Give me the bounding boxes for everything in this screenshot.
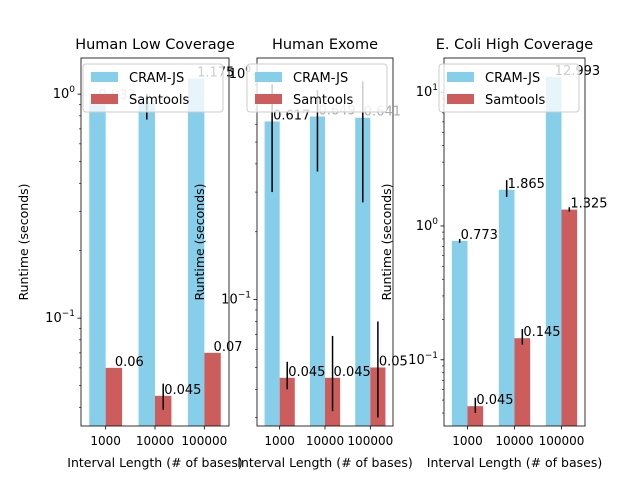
bar-cram-js-10000 bbox=[138, 102, 155, 426]
value-label: 1.325 bbox=[570, 197, 607, 212]
y-tick-base: 10 bbox=[416, 219, 433, 234]
value-label: 0.045 bbox=[476, 393, 513, 408]
value-label: 0.045 bbox=[164, 383, 201, 398]
y-tick-label: 100 bbox=[416, 217, 439, 234]
y-tick-base: 10 bbox=[229, 67, 246, 82]
bar-samtools-100000 bbox=[561, 209, 578, 426]
y-tick-exponent: −1 bbox=[62, 309, 75, 319]
bar-cram-js-100000 bbox=[355, 117, 371, 426]
x-tick-label: 10000 bbox=[495, 434, 533, 448]
y-tick-label: 10−1 bbox=[408, 351, 438, 368]
subplot-3: 10−11001011000100001000000.7731.86512.99… bbox=[379, 37, 608, 470]
y-axis-label: Runtime (seconds) bbox=[379, 183, 394, 300]
legend-label: CRAM-JS bbox=[293, 71, 348, 86]
x-tick-label: 100000 bbox=[347, 434, 393, 448]
y-tick-exponent: 0 bbox=[432, 217, 438, 227]
x-tick-label: 1000 bbox=[264, 434, 295, 448]
chart-title: Human Low Coverage bbox=[75, 37, 235, 53]
legend-swatch bbox=[91, 94, 118, 104]
bar-cram-js-100000 bbox=[187, 78, 205, 426]
y-tick-exponent: 0 bbox=[69, 85, 75, 95]
bars-group bbox=[264, 116, 386, 426]
y-tick-base: 10 bbox=[408, 353, 425, 368]
value-label: 0.045 bbox=[288, 365, 325, 380]
bar-cram-js-10000 bbox=[309, 116, 325, 426]
x-tick-label: 1000 bbox=[90, 434, 121, 448]
legend: CRAM-JS Samtools bbox=[246, 63, 388, 113]
y-tick-base: 10 bbox=[416, 85, 433, 100]
bar-samtools-100000 bbox=[204, 352, 221, 426]
chart-title: Human Exome bbox=[272, 37, 378, 53]
bar-cram-js-1000 bbox=[451, 240, 468, 426]
legend: CRAM-JS Samtools bbox=[82, 63, 224, 113]
legend-label: CRAM-JS bbox=[485, 71, 540, 86]
bar-samtools-10000 bbox=[514, 338, 531, 426]
x-axis-label: Interval Length (# of bases) bbox=[427, 455, 602, 470]
y-tick-base: 10 bbox=[45, 311, 62, 326]
value-label: 0.145 bbox=[523, 325, 560, 340]
bar-cram-js-10000 bbox=[498, 189, 515, 426]
subplot-2: 10−11001000100001000000.6170.6490.6410.0… bbox=[192, 37, 413, 470]
value-label: 0.07 bbox=[214, 340, 243, 355]
bar-samtools-1000 bbox=[105, 367, 123, 426]
y-tick-base: 10 bbox=[53, 87, 70, 102]
x-tick-label: 100000 bbox=[539, 434, 585, 448]
value-label: 0.773 bbox=[461, 228, 498, 243]
legend-label: Samtools bbox=[129, 93, 189, 108]
legend-label: Samtools bbox=[485, 93, 545, 108]
legend-label: CRAM-JS bbox=[129, 71, 184, 86]
bars-group bbox=[89, 78, 221, 426]
legend-swatch bbox=[447, 72, 474, 82]
y-tick-base: 10 bbox=[221, 293, 238, 308]
value-label: 0.045 bbox=[334, 365, 371, 380]
bar-cram-js-100000 bbox=[545, 76, 562, 426]
value-label: 1.865 bbox=[508, 177, 545, 192]
subplot-1: 10−11001000100001000000.9321.1750.060.04… bbox=[16, 37, 243, 470]
y-tick-label: 10−1 bbox=[45, 309, 75, 326]
y-tick-label: 100 bbox=[53, 85, 76, 102]
legend-swatch bbox=[91, 72, 118, 82]
bar-cram-js-1000 bbox=[89, 100, 106, 426]
legend-swatch bbox=[255, 72, 282, 82]
x-tick-label: 100000 bbox=[181, 434, 227, 448]
y-tick-label: 101 bbox=[416, 83, 438, 100]
legend-label: Samtools bbox=[293, 93, 353, 108]
y-tick-exponent: 1 bbox=[432, 83, 438, 93]
y-tick-exponent: −1 bbox=[238, 291, 251, 301]
chart-title: E. Coli High Coverage bbox=[436, 37, 594, 53]
bar-samtools-1000 bbox=[279, 377, 295, 426]
bars-group bbox=[451, 76, 578, 426]
bar-samtools-1000 bbox=[467, 406, 484, 426]
bar-samtools-10000 bbox=[155, 395, 172, 426]
y-tick-exponent: −1 bbox=[425, 351, 438, 361]
legend-swatch bbox=[447, 94, 474, 104]
value-label: 0.05 bbox=[379, 354, 408, 369]
y-tick-label: 10−1 bbox=[221, 291, 251, 308]
legend-swatch bbox=[255, 94, 282, 104]
x-axis-label: Interval Length (# of bases) bbox=[67, 455, 242, 470]
x-tick-label: 1000 bbox=[452, 434, 483, 448]
legend: CRAM-JS Samtools bbox=[438, 63, 580, 113]
value-label: 0.06 bbox=[115, 355, 144, 370]
bar-cram-js-1000 bbox=[264, 121, 280, 426]
x-axis-label: Interval Length (# of bases) bbox=[237, 455, 412, 470]
y-axis-label: Runtime (seconds) bbox=[192, 183, 207, 300]
x-tick-label: 10000 bbox=[306, 434, 344, 448]
y-axis-label: Runtime (seconds) bbox=[16, 183, 31, 300]
x-tick-label: 10000 bbox=[136, 434, 174, 448]
